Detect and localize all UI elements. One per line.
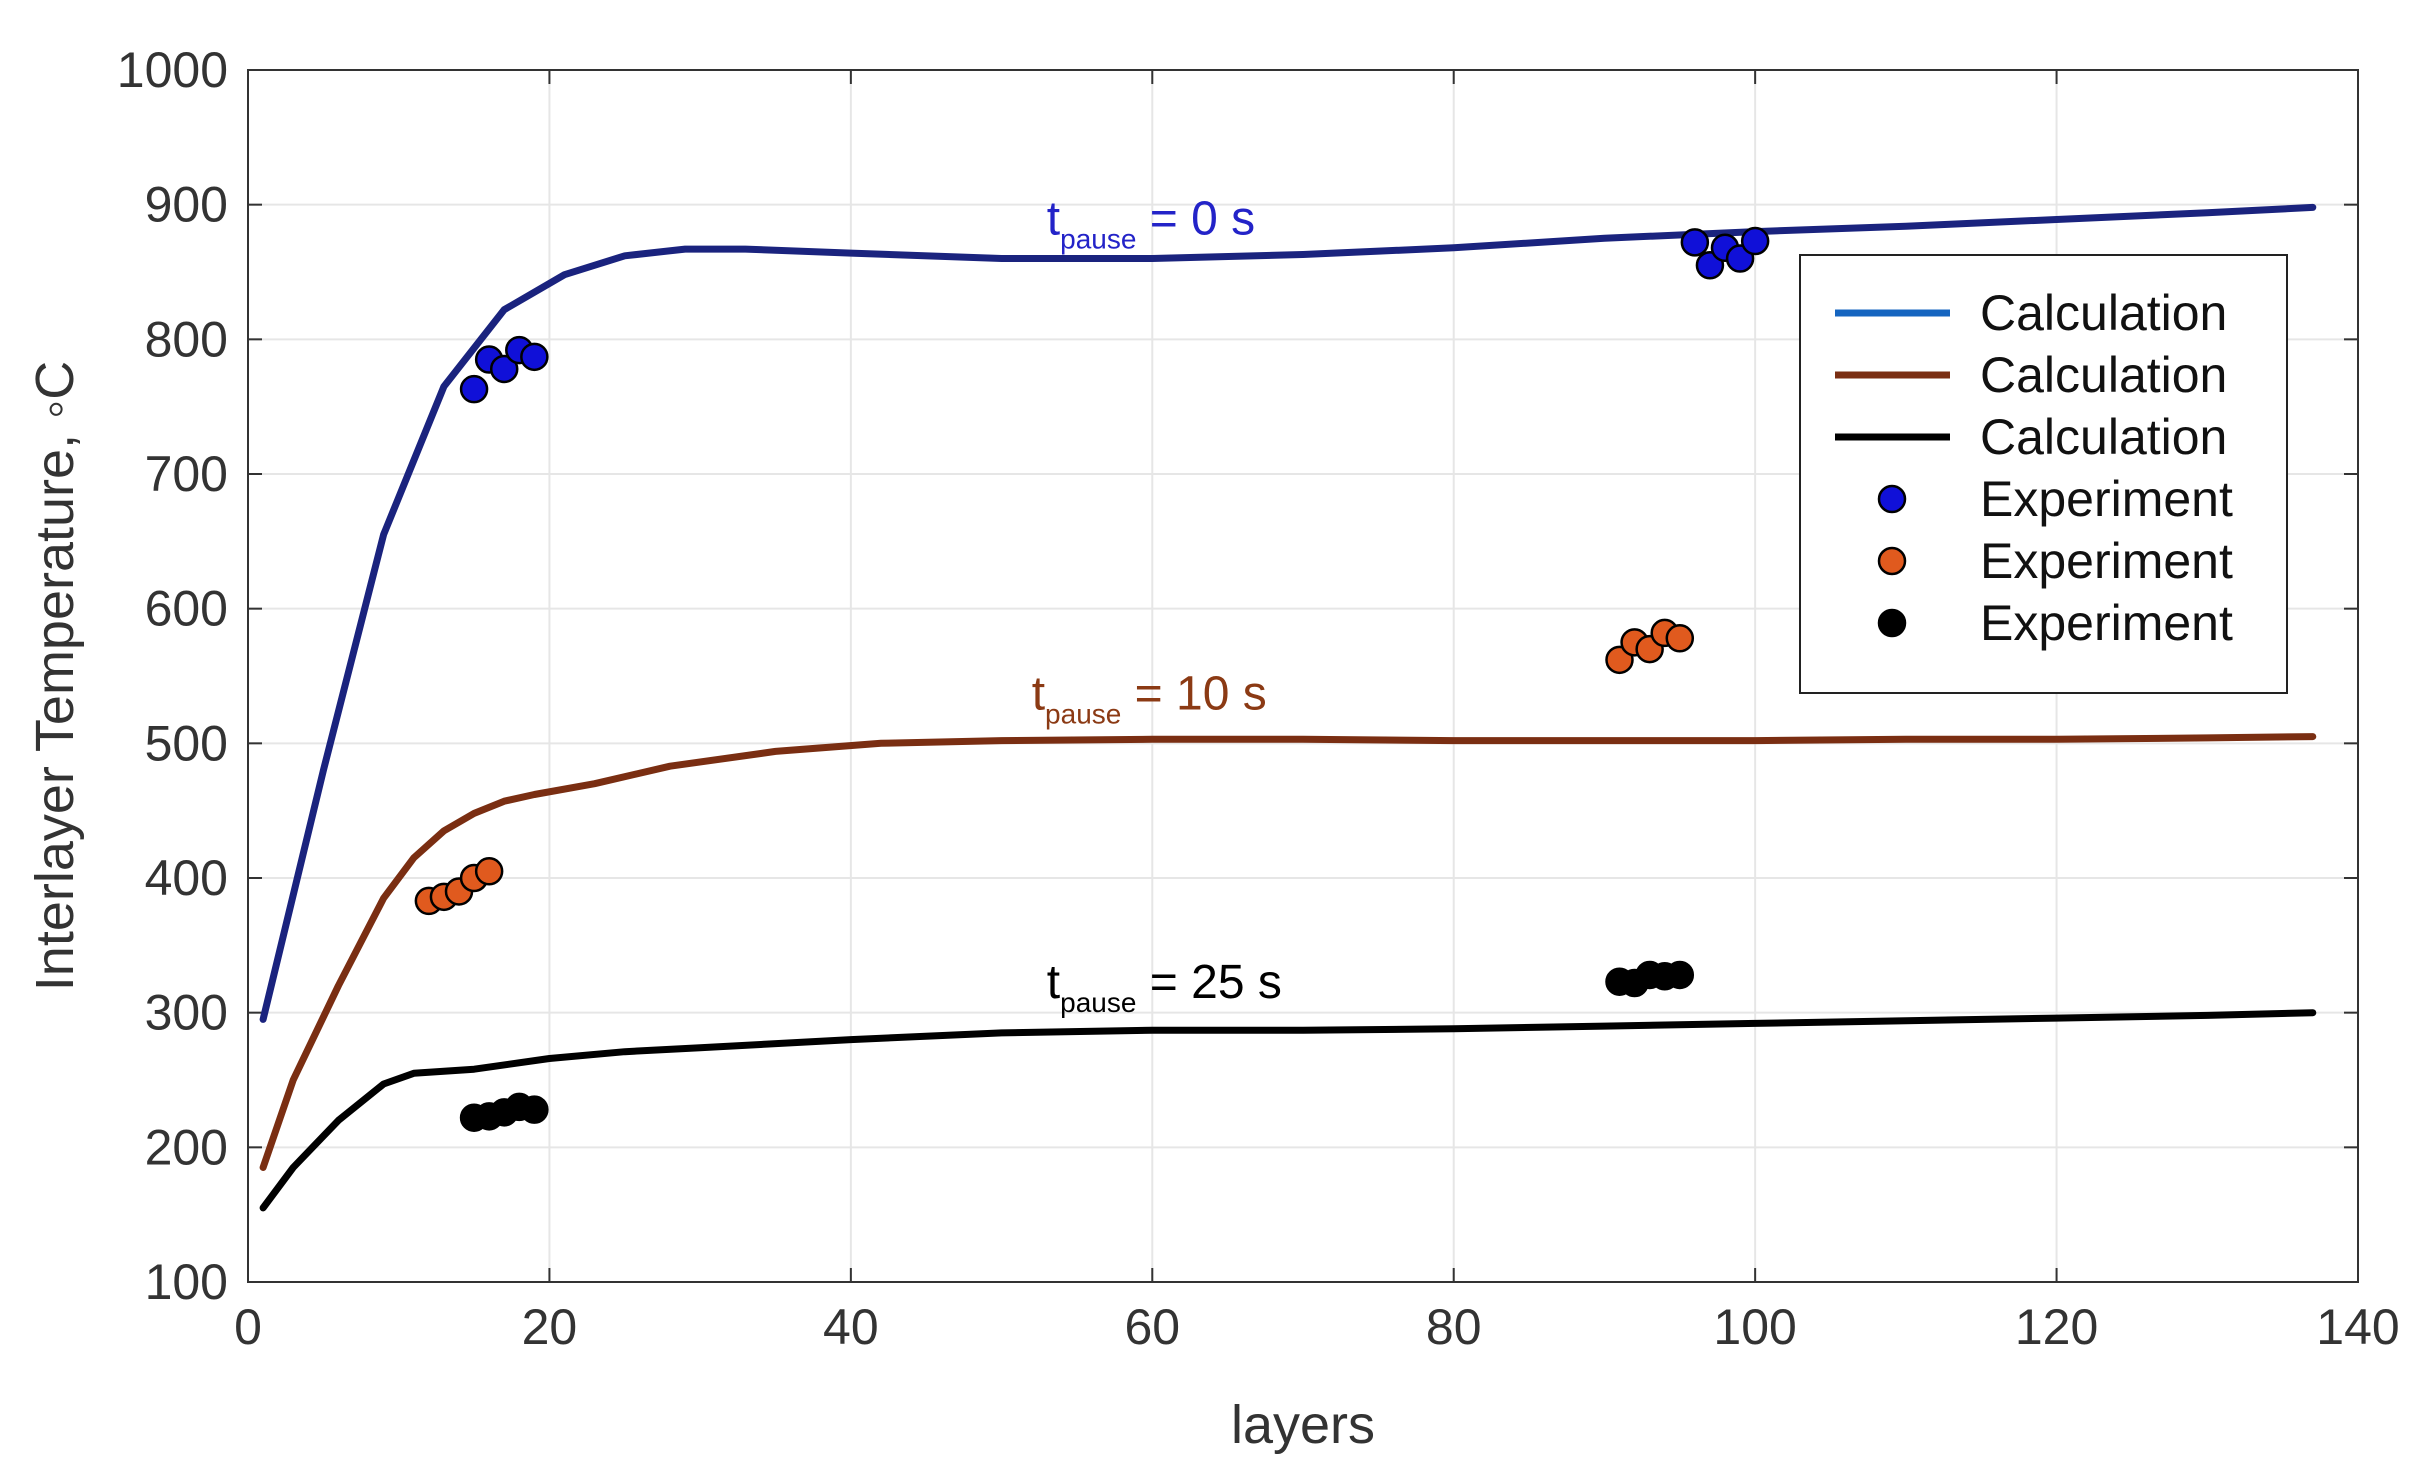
legend-label: Experiment [1980,471,2233,527]
annotation-label: tpause = 0 s [1047,192,1255,254]
series-points [414,226,1770,1132]
annotation-label: tpause = 25 s [1047,956,1282,1018]
x-tick-label: 20 [522,1299,578,1355]
annotation-symbol: t [1047,192,1060,245]
series-3-point [1740,226,1770,256]
series-5-point [1665,960,1695,990]
legend-marker-swatch [1877,608,1907,638]
axis-ticks: 0 20 40 60 80 100 120 140 100 200 300 400 500 600 700 8… [117,42,2400,1355]
x-axis-label: layers [1231,1395,1375,1455]
x-tick-label: 140 [2316,1299,2399,1355]
series-5-point [520,1095,549,1124]
annotation-label: tpause = 10 s [1032,668,1267,730]
series-lines [259,203,2317,1212]
y-tick-label: 200 [145,1119,228,1175]
legend-label: Experiment [1980,595,2233,651]
x-tick-label: 80 [1426,1299,1482,1355]
series-4-point [1665,624,1695,653]
annotation-subscript: pause [1060,987,1136,1018]
legend-marker-swatch [1877,546,1907,576]
y-tick-label: 700 [145,446,228,502]
legend-label: Calculation [1980,347,2227,403]
y-tick-label: 1000 [117,42,228,98]
annotation-symbol: t [1047,956,1060,1009]
series-line-2 [259,1009,2317,1212]
annotation-subscript: pause [1060,223,1136,254]
annotation-value: = 0 s [1136,192,1255,245]
y-tick-label: 100 [145,1254,228,1310]
series-3-point [1680,228,1710,257]
x-tick-label: 0 [234,1299,262,1355]
series-line-1 [259,733,2317,1171]
series-3-point [520,342,549,372]
legend-label: Experiment [1980,533,2233,589]
annotation-symbol: t [1032,668,1045,721]
legend-label: Calculation [1980,409,2227,465]
y-tick-label: 500 [145,715,228,771]
y-tick-label: 800 [145,311,228,367]
x-tick-label: 100 [1713,1299,1796,1355]
series-line-0 [259,203,2317,1023]
x-tick-label: 40 [823,1299,879,1355]
legend: Calculation Calculation Calculation Experim… [1799,254,2288,694]
series-3-point [489,354,519,384]
annotation-value: = 10 s [1121,668,1266,721]
y-tick-label: 900 [145,177,228,233]
legend-marker-swatch [1877,484,1907,514]
y-tick-label: 400 [145,850,228,906]
legend-label: Calculation [1980,285,2227,341]
series-4-point [474,857,504,886]
y-tick-label: 600 [145,581,228,637]
annotation-subscript: pause [1045,699,1121,730]
x-tick-label: 60 [1124,1299,1180,1355]
x-tick-label: 120 [2015,1299,2098,1355]
y-axis-label: Interlayer Temperature, ◦C [25,361,85,991]
annotation-value: = 25 s [1136,956,1281,1009]
plot-frame [247,69,2359,1283]
y-tick-label: 300 [145,985,228,1041]
series-3-point [459,374,489,404]
